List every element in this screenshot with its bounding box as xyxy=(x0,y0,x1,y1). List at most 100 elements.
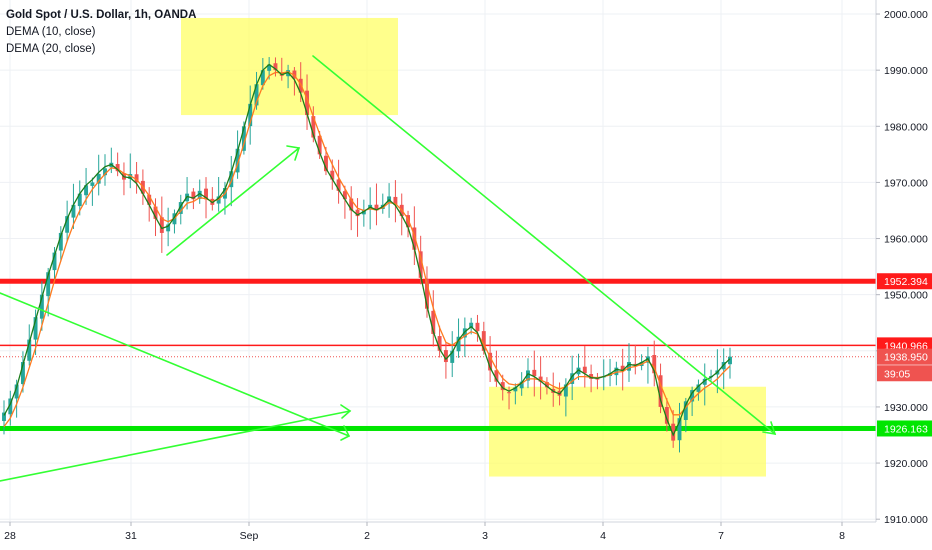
candle-body xyxy=(443,350,448,363)
candle-body xyxy=(494,370,499,382)
legend-title: Gold Spot / U.S. Dollar, 1h, OANDA xyxy=(6,9,197,21)
time-tick-label: 8 xyxy=(839,530,845,542)
candle-body xyxy=(563,384,568,397)
candle-body xyxy=(627,362,631,371)
candle-body xyxy=(532,369,537,377)
legend-dema20: DEMA (20, close) xyxy=(6,43,96,55)
candle-body xyxy=(513,387,518,392)
candle-body xyxy=(595,378,600,380)
candle-body xyxy=(248,103,253,127)
candle-body xyxy=(52,252,57,271)
candle-body xyxy=(431,310,436,334)
candle-body xyxy=(406,215,410,228)
candle-body xyxy=(128,174,133,179)
candle-body xyxy=(702,378,707,385)
candle-body xyxy=(103,168,107,176)
candle-body xyxy=(178,202,183,214)
trend-arrow-down-shaft xyxy=(312,55,776,435)
candle-body xyxy=(8,398,13,415)
candle-body xyxy=(690,390,695,402)
candle-body xyxy=(696,384,701,392)
candle-body xyxy=(204,188,208,200)
candle-body xyxy=(538,376,543,382)
resistance-line-1952 xyxy=(0,278,876,284)
candle-body xyxy=(342,191,347,200)
price-tick-label: 1970.000 xyxy=(884,177,928,189)
dema10-line xyxy=(3,63,731,437)
candle-body xyxy=(437,336,442,351)
price-tick-label: 1920.000 xyxy=(884,458,928,470)
time-tick-label: 3 xyxy=(482,530,488,542)
candle-body xyxy=(481,331,486,351)
trend-arrow-up-shaft xyxy=(166,147,300,256)
time-tick-label: 4 xyxy=(600,530,606,542)
candle-body xyxy=(488,352,493,371)
candle-body xyxy=(570,373,575,384)
candle-body xyxy=(46,272,51,297)
candle-body xyxy=(39,294,44,319)
candle-body xyxy=(134,174,139,183)
chart-legend: Gold Spot / U.S. Dollar, 1h, OANDA DEMA … xyxy=(6,7,196,58)
trend-drawings xyxy=(0,55,777,482)
trend-arrow-down-head xyxy=(762,421,777,436)
candle-body xyxy=(58,232,63,251)
price-marker-label: 39:05 xyxy=(884,368,910,380)
candle-body xyxy=(273,63,278,71)
candle-body xyxy=(267,64,272,71)
trend-line-lower-2 xyxy=(0,410,351,482)
trend-arrow-up-head xyxy=(286,145,301,161)
candle-body xyxy=(336,179,341,191)
price-tick-label: 1980.000 xyxy=(884,121,928,133)
candle-body xyxy=(355,209,360,217)
price-marker-box xyxy=(877,420,932,437)
candle-body xyxy=(71,204,76,218)
candle-body xyxy=(652,355,657,374)
candle-body xyxy=(254,84,259,106)
time-tick-label: 7 xyxy=(718,530,724,542)
candle-body xyxy=(633,363,638,365)
time-tick-label: 28 xyxy=(4,530,16,542)
candle-body xyxy=(20,362,25,385)
candle-body xyxy=(728,356,732,365)
candle-body xyxy=(418,251,423,278)
candle-body xyxy=(412,227,417,250)
candle-body xyxy=(374,204,379,211)
price-tick-label: 1910.000 xyxy=(884,514,928,526)
price-marker-support: 1926.163 xyxy=(877,420,932,437)
time-tick-label: 2 xyxy=(364,530,370,542)
candle-body xyxy=(147,194,152,205)
time-tick-label: Sep xyxy=(240,530,259,542)
candle-body xyxy=(450,350,455,363)
candle-body xyxy=(260,70,265,86)
candle-body xyxy=(544,382,549,388)
candle-body xyxy=(658,375,663,407)
candle-body xyxy=(469,322,474,329)
candle-body xyxy=(507,392,512,394)
price-marker-resistance: 1952.394 xyxy=(877,273,932,290)
candle-body xyxy=(305,90,309,116)
highlight-box-range xyxy=(489,386,766,477)
candle-body xyxy=(664,407,669,424)
candle-body xyxy=(324,155,328,172)
time-tick-label: 31 xyxy=(125,530,137,542)
price-marker-box xyxy=(877,365,932,382)
candle-body xyxy=(96,174,101,184)
candle-body xyxy=(589,374,594,379)
price-marker-box xyxy=(877,273,932,290)
candle-body xyxy=(393,196,398,205)
candle-body xyxy=(84,185,89,196)
highlight-box-top xyxy=(181,17,398,116)
candle-body xyxy=(576,367,581,375)
candle-body xyxy=(683,401,688,420)
candle-body xyxy=(330,170,335,180)
candle-body xyxy=(456,336,461,352)
price-marker-label: 1952.394 xyxy=(884,276,928,288)
candle-body xyxy=(115,164,120,172)
candle-body xyxy=(229,171,234,188)
candle-body xyxy=(241,126,246,151)
candle-body xyxy=(582,366,587,374)
candle-body xyxy=(526,370,530,381)
trend-arrow-lower-1-head xyxy=(340,425,351,441)
